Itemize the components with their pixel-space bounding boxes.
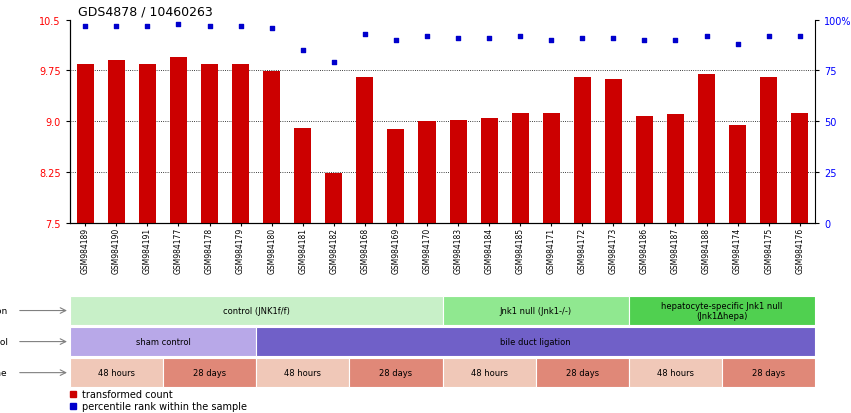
Point — [607, 36, 620, 42]
Bar — [722, 358, 815, 387]
Bar — [108, 61, 125, 223]
Point — [669, 38, 683, 44]
Point — [513, 33, 527, 40]
Text: genotype/variation: genotype/variation — [0, 306, 8, 315]
Bar — [387, 130, 404, 223]
Point — [296, 48, 310, 55]
Bar — [543, 114, 560, 223]
Bar — [349, 358, 443, 387]
Bar — [443, 358, 536, 387]
Bar — [629, 358, 722, 387]
Bar — [170, 58, 187, 223]
Point — [265, 26, 278, 32]
Bar — [667, 115, 684, 223]
Bar — [70, 328, 256, 356]
Text: bile duct ligation: bile duct ligation — [500, 337, 571, 346]
Point — [700, 33, 713, 40]
Point — [575, 36, 589, 42]
Point — [327, 60, 340, 66]
Point — [731, 42, 745, 48]
Bar — [729, 125, 746, 223]
Bar — [481, 119, 498, 223]
Point — [172, 21, 186, 28]
Point — [420, 33, 434, 40]
Bar — [232, 64, 249, 223]
Text: control (JNK1f/f): control (JNK1f/f) — [223, 306, 289, 315]
Bar — [163, 358, 256, 387]
Bar — [698, 75, 715, 223]
Text: 48 hours: 48 hours — [284, 368, 321, 377]
Text: 28 days: 28 days — [752, 368, 785, 377]
Text: protocol: protocol — [0, 337, 8, 346]
Point — [389, 38, 403, 44]
Point — [140, 24, 154, 30]
Point — [234, 24, 248, 30]
Point — [545, 38, 558, 44]
Point — [762, 33, 775, 40]
Bar — [263, 72, 280, 223]
Bar — [791, 114, 808, 223]
Text: 28 days: 28 days — [566, 368, 599, 377]
Bar — [443, 297, 629, 325]
Bar — [256, 328, 815, 356]
Text: sham control: sham control — [135, 337, 191, 346]
Point — [793, 33, 807, 40]
Bar — [357, 78, 374, 223]
Bar — [70, 297, 443, 325]
Text: 28 days: 28 days — [380, 368, 413, 377]
Text: transformed count: transformed count — [82, 389, 173, 399]
Bar — [511, 114, 528, 223]
Point — [110, 24, 123, 30]
Bar — [449, 121, 466, 223]
Bar — [70, 358, 163, 387]
Bar — [636, 116, 653, 223]
Text: time: time — [0, 368, 8, 377]
Bar — [536, 358, 629, 387]
Text: percentile rank within the sample: percentile rank within the sample — [82, 401, 247, 411]
Bar — [325, 173, 342, 223]
Point — [451, 36, 465, 42]
Point — [203, 24, 216, 30]
Bar — [294, 128, 311, 223]
Bar — [77, 64, 94, 223]
Text: 28 days: 28 days — [193, 368, 226, 377]
Bar — [760, 78, 777, 223]
Bar — [256, 358, 349, 387]
Text: GDS4878 / 10460263: GDS4878 / 10460263 — [78, 6, 213, 19]
Bar — [605, 80, 622, 223]
Point — [78, 24, 92, 30]
Point — [637, 38, 651, 44]
Bar — [574, 78, 591, 223]
Bar — [629, 297, 815, 325]
Point — [358, 31, 372, 38]
Point — [483, 36, 496, 42]
Bar — [201, 64, 218, 223]
Text: Jnk1 null (Jnk1-/-): Jnk1 null (Jnk1-/-) — [500, 306, 572, 315]
Text: 48 hours: 48 hours — [657, 368, 694, 377]
Text: 48 hours: 48 hours — [98, 368, 134, 377]
Text: 48 hours: 48 hours — [471, 368, 507, 377]
Bar — [419, 122, 436, 223]
Text: hepatocyte-specific Jnk1 null
(Jnk1Δhepa): hepatocyte-specific Jnk1 null (Jnk1Δhepa… — [661, 301, 783, 320]
Bar — [139, 64, 156, 223]
